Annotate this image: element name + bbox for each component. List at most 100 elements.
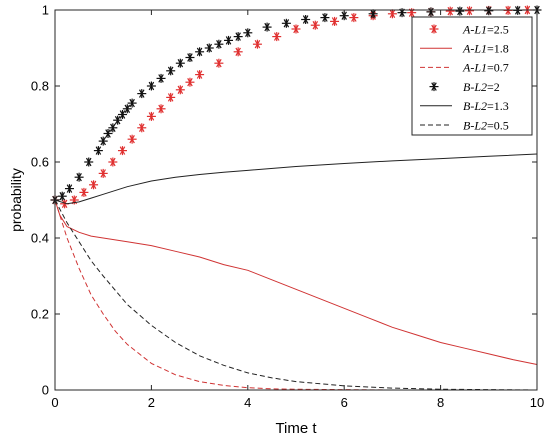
data-point (79, 187, 89, 197)
data-point (117, 110, 127, 119)
data-point (224, 35, 234, 45)
data-point (57, 191, 67, 201)
legend-marker (429, 24, 439, 34)
legend-entry-value: =0.5 (487, 118, 509, 132)
x-axis-label: Time t (275, 420, 317, 437)
data-point (98, 136, 108, 146)
data-point (214, 58, 224, 68)
data-point (330, 16, 340, 26)
legend: A-L1=2.5A-L1=1.8A-L1=0.7B-L2=2B-L2=1.3B-… (411, 16, 533, 136)
x-tick-label: 0 (51, 395, 58, 410)
legend-entry-label: B-L2=1.3 (463, 99, 509, 113)
x-tick-labels: 0 2 4 6 8 10 (51, 395, 544, 410)
data-point (320, 13, 330, 23)
x-tick-label: 6 (341, 395, 348, 410)
legend-entry-value: =0.7 (487, 61, 509, 75)
data-point (175, 85, 185, 95)
data-point (113, 115, 123, 125)
legend-entry-label: A-L1=2.5 (462, 22, 509, 36)
data-point (445, 6, 455, 16)
x-tick-label: 8 (437, 395, 444, 410)
legend-entry-value: =2.5 (487, 22, 509, 36)
data-point (108, 123, 118, 133)
y-tick-label: 1 (42, 3, 49, 18)
legend-entry-prefix: B-L2 (463, 118, 487, 132)
data-point (204, 43, 214, 53)
data-point (146, 111, 156, 121)
data-point (127, 134, 137, 144)
data-point (243, 28, 253, 38)
data-point (166, 66, 176, 76)
y-axis-label: probability (8, 168, 24, 232)
data-point (64, 184, 74, 194)
legend-entry-value: =1.8 (487, 42, 509, 56)
data-point (89, 180, 99, 190)
data-point (252, 39, 262, 49)
data-point (185, 77, 195, 87)
data-point (175, 58, 185, 68)
data-point (185, 53, 195, 62)
legend-entry-label: B-L2=2 (463, 80, 500, 94)
data-point (455, 6, 465, 16)
y-tick-labels: 0 0.2 0.4 0.6 0.8 1 (31, 3, 49, 398)
data-point (484, 6, 494, 16)
y-tick-label: 0.6 (31, 155, 49, 170)
legend-box (411, 16, 533, 136)
data-point (281, 18, 291, 28)
data-point (368, 9, 378, 19)
data-point (137, 89, 147, 99)
series-line-1 (54, 199, 538, 366)
legend-entry-value: =1.3 (487, 99, 509, 113)
data-point (214, 39, 224, 49)
legend-entry-prefix: B-L2 (463, 99, 487, 113)
legend-entry-prefix: A-L1 (462, 42, 487, 56)
plot-frame (54, 9, 538, 391)
y-tick-label: 0 (42, 383, 49, 398)
data-point (233, 47, 243, 57)
data-point (117, 146, 127, 156)
y-tick-label: 0.4 (31, 231, 49, 246)
data-point (310, 20, 320, 30)
legend-entry-label: A-L1=0.7 (462, 61, 509, 75)
data-point (387, 9, 397, 19)
data-point (156, 73, 166, 83)
series-b-l2-3-markers (50, 5, 542, 205)
x-tick-label: 2 (148, 395, 155, 410)
data-point (127, 98, 137, 108)
data-point (93, 146, 103, 156)
data-point (166, 92, 176, 102)
legend-entry-value: =2 (487, 80, 500, 94)
data-point (262, 22, 272, 32)
data-point (301, 15, 311, 24)
data-point (137, 123, 147, 133)
series-line-2 (54, 199, 537, 391)
x-tick-label: 4 (244, 395, 251, 410)
data-point (108, 157, 118, 167)
series-line-4 (54, 153, 538, 205)
data-point (426, 7, 436, 17)
axis-ticks (54, 9, 538, 391)
data-point (84, 157, 94, 167)
y-tick-label: 0.8 (31, 79, 49, 94)
legend-entry-label: B-L2=0.5 (463, 118, 509, 132)
data-point (98, 168, 108, 178)
data-point (349, 13, 359, 23)
data-point (156, 104, 166, 114)
legend-entry-prefix: A-L1 (462, 22, 487, 36)
data-point (195, 70, 205, 80)
legend-entry-prefix: A-L1 (462, 61, 487, 75)
data-point (195, 47, 205, 57)
data-point (272, 32, 282, 42)
x-tick-label: 10 (530, 395, 544, 410)
legend-marker (429, 82, 439, 92)
data-point (74, 172, 84, 182)
data-point (146, 81, 156, 91)
data-point (465, 6, 475, 16)
data-point (291, 24, 301, 34)
data-point (233, 32, 243, 42)
legend-entry-label: A-L1=1.8 (462, 42, 509, 56)
y-tick-label: 0.2 (31, 307, 49, 322)
data-point (103, 129, 113, 138)
data-point (122, 104, 132, 114)
